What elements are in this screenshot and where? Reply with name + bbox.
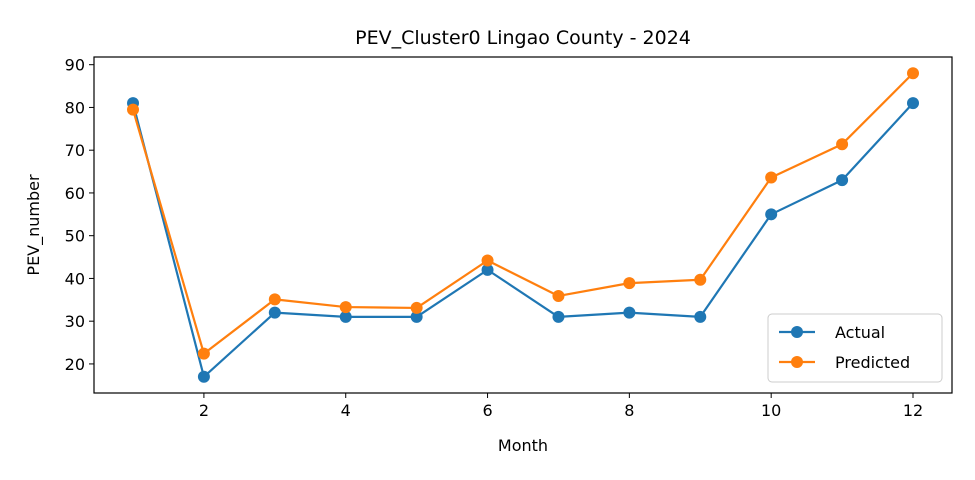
x-tick-label: 10 [761, 401, 781, 420]
data-point [197, 370, 210, 383]
data-point [623, 277, 636, 290]
legend-marker [791, 356, 803, 368]
x-tick-label: 4 [341, 401, 351, 420]
legend: Actual Predicted [767, 313, 943, 383]
data-point [694, 273, 707, 286]
y-tick-label: 30 [65, 312, 85, 331]
y-axis-label: PEV_number [24, 174, 44, 276]
x-tick-label: 12 [903, 401, 923, 420]
data-point [410, 301, 423, 314]
data-point [765, 171, 778, 184]
data-point [127, 103, 139, 116]
chart-title: PEV_Cluster0 Lingao County - 2024 [355, 27, 691, 49]
data-point [339, 301, 352, 314]
y-tick-label: 60 [65, 184, 85, 203]
data-point [836, 174, 849, 187]
series-line [131, 102, 914, 378]
data-point [481, 263, 494, 276]
series-actual [127, 97, 919, 383]
x-tick-label: 8 [624, 401, 634, 420]
x-axis-label: Month [498, 436, 548, 455]
data-point [268, 293, 281, 306]
data-point [197, 347, 210, 360]
legend-marker [791, 326, 803, 338]
series-layer [127, 67, 919, 383]
data-point [552, 289, 565, 302]
x-axis-ticks: 2 4 6 8 10 12 [199, 393, 923, 420]
y-tick-label: 80 [65, 98, 85, 117]
data-point [836, 138, 849, 151]
data-point [907, 67, 919, 80]
y-tick-label: 50 [65, 227, 85, 246]
y-tick-label: 70 [65, 141, 85, 160]
data-point [623, 306, 636, 319]
legend-entry-actual: Actual [779, 323, 885, 342]
data-point [552, 310, 565, 323]
data-point [907, 97, 919, 110]
data-point [410, 310, 423, 323]
x-tick-label: 2 [199, 401, 209, 420]
data-point [481, 254, 494, 267]
plot-area: 2 4 6 8 10 12 20 30 40 50 60 70 80 90 [65, 56, 953, 420]
y-tick-label: 40 [65, 269, 85, 288]
y-tick-label: 20 [65, 355, 85, 374]
data-point [268, 306, 281, 319]
x-tick-label: 6 [482, 401, 492, 420]
y-tick-label: 90 [65, 56, 85, 75]
series-predicted [127, 67, 919, 360]
legend-entry-predicted: Predicted [779, 353, 910, 372]
data-point [765, 208, 778, 221]
legend-label: Actual [835, 323, 885, 342]
series-line [131, 72, 914, 355]
legend-entries: Actual Predicted [779, 323, 910, 372]
axes-frame [93, 56, 953, 394]
y-axis-ticks: 20 30 40 50 60 70 80 90 [65, 56, 94, 374]
data-point [694, 310, 707, 323]
legend-label: Predicted [835, 353, 910, 372]
data-point [339, 310, 352, 323]
